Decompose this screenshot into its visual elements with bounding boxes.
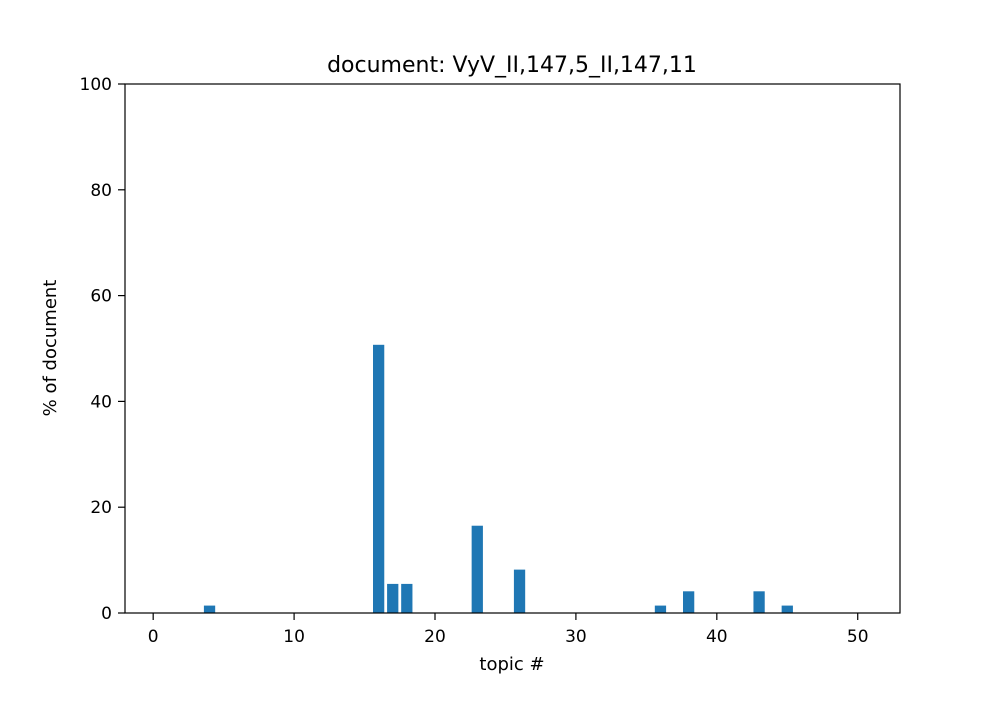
bar-topic-45 — [781, 605, 793, 613]
x-tick-label: 10 — [283, 627, 305, 647]
bar-topic-4 — [203, 605, 216, 613]
y-axis-ticks: 0 20 40 60 80 100 — [80, 75, 125, 624]
y-tick-label: 60 — [90, 287, 112, 307]
x-tick-label: 50 — [847, 627, 869, 647]
plot-frame — [124, 83, 901, 614]
bar-topic-26 — [513, 569, 526, 613]
x-tick-label: 30 — [565, 627, 587, 647]
y-tick-label: 0 — [101, 604, 112, 624]
bar-topic-43 — [753, 591, 765, 613]
bar-topic-18 — [401, 583, 413, 613]
y-axis-label: % of document — [40, 280, 61, 417]
x-axis-ticks: 0 10 20 30 40 50 — [148, 613, 869, 647]
bar-topic-23 — [471, 525, 483, 613]
bar-topic-17 — [387, 583, 399, 613]
x-tick-label: 40 — [706, 627, 728, 647]
bars-layer — [203, 344, 793, 613]
chart-title: document: VyV_II,147,5_II,147,11 — [327, 53, 697, 78]
y-tick-label: 40 — [90, 392, 112, 412]
x-tick-label: 0 — [148, 627, 159, 647]
x-axis-label: topic # — [479, 654, 544, 675]
y-tick-label: 100 — [80, 75, 112, 95]
bar-topic-38 — [683, 591, 695, 613]
bar-topic-16 — [373, 344, 385, 613]
x-tick-label: 20 — [424, 627, 446, 647]
y-tick-label: 80 — [90, 181, 112, 201]
bar-topic-36 — [654, 605, 667, 613]
y-tick-label: 20 — [90, 498, 112, 518]
